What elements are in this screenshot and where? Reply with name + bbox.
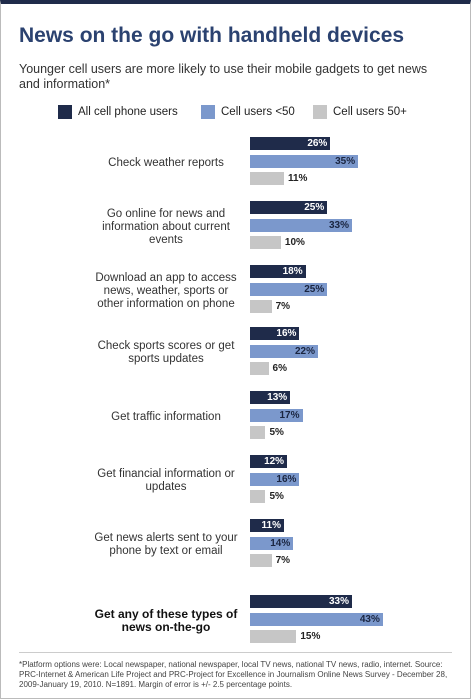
bar: [250, 612, 383, 626]
value-label: 18%: [282, 266, 303, 277]
divider: [19, 652, 452, 653]
legend-label: Cell users <50: [221, 106, 295, 118]
value-label: 17%: [279, 409, 300, 421]
bar: [250, 391, 291, 404]
value-label: 7%: [275, 555, 291, 566]
value-label: 14%: [270, 537, 291, 549]
bar: [250, 362, 269, 375]
value-label: 12%: [264, 456, 285, 467]
bar: [250, 472, 300, 486]
category-label: Get any of these types of news on-the-go: [94, 607, 238, 634]
value-label: 25%: [304, 283, 325, 295]
category-label: Go online for news and information about…: [102, 207, 230, 246]
legend-swatch: [58, 105, 72, 119]
legend-swatch: [201, 105, 215, 119]
value-label: 26%: [307, 138, 328, 149]
bar: [250, 630, 297, 643]
value-label: 16%: [276, 328, 297, 339]
category-label: Download an app to access news, weather,…: [95, 271, 237, 310]
legend-swatch: [313, 105, 327, 119]
bar: [250, 519, 284, 532]
bar: [250, 137, 331, 150]
footnote: *Platform options were: Local newspaper,…: [19, 660, 448, 689]
value-label: 10%: [284, 237, 305, 248]
category-label: Check weather reports: [108, 156, 224, 169]
bar: [250, 236, 281, 249]
value-label: 5%: [269, 427, 284, 438]
value-label: 7%: [275, 301, 291, 312]
bar: [250, 426, 266, 439]
value-label: 33%: [328, 596, 349, 607]
category-label: Check sports scores or get sports update…: [97, 340, 235, 365]
category-label: Get traffic information: [111, 410, 221, 423]
bar: [250, 344, 318, 358]
bar: [250, 172, 284, 185]
bar: [250, 408, 303, 422]
bar: [250, 154, 359, 168]
category-label: Get news alerts sent to your phone by te…: [94, 532, 238, 557]
category-label: Get financial information or updates: [97, 468, 235, 493]
bar: [250, 595, 352, 608]
value-label: 13%: [267, 392, 288, 403]
bar: [250, 490, 266, 503]
legend-label: All cell phone users: [78, 106, 178, 118]
legend-label: Cell users 50+: [333, 106, 407, 118]
value-label: 5%: [269, 491, 284, 502]
value-label: 22%: [294, 345, 315, 357]
bar: [250, 455, 288, 468]
bar: [250, 554, 272, 567]
value-label: 15%: [300, 631, 321, 642]
value-label: 16%: [276, 473, 297, 485]
bar: [250, 218, 352, 232]
value-label: 25%: [304, 202, 325, 213]
bar: [250, 265, 306, 278]
value-label: 11%: [261, 520, 281, 531]
bar: [250, 536, 294, 550]
value-label: 11%: [287, 173, 308, 184]
value-label: 35%: [335, 155, 356, 167]
bar: [250, 300, 272, 313]
value-label: 43%: [359, 613, 380, 625]
bar: [250, 327, 300, 340]
bar: [250, 201, 328, 214]
bar: [250, 282, 328, 296]
value-label: 6%: [272, 363, 287, 374]
value-label: 33%: [328, 219, 349, 231]
chart-title: News on the go with handheld devices: [19, 24, 405, 47]
chart-subtitle: Younger cell users are more likely to us…: [19, 62, 428, 91]
